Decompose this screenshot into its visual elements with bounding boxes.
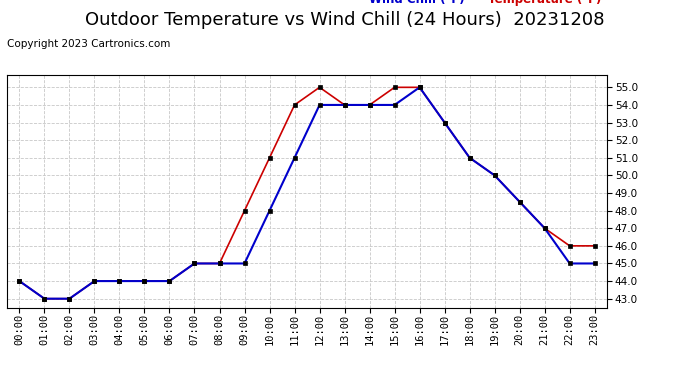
Legend: Wind Chill (°F), Temperature (°F): Wind Chill (°F), Temperature (°F) bbox=[351, 0, 601, 6]
Text: Outdoor Temperature vs Wind Chill (24 Hours)  20231208: Outdoor Temperature vs Wind Chill (24 Ho… bbox=[86, 11, 604, 29]
Text: Copyright 2023 Cartronics.com: Copyright 2023 Cartronics.com bbox=[7, 39, 170, 50]
